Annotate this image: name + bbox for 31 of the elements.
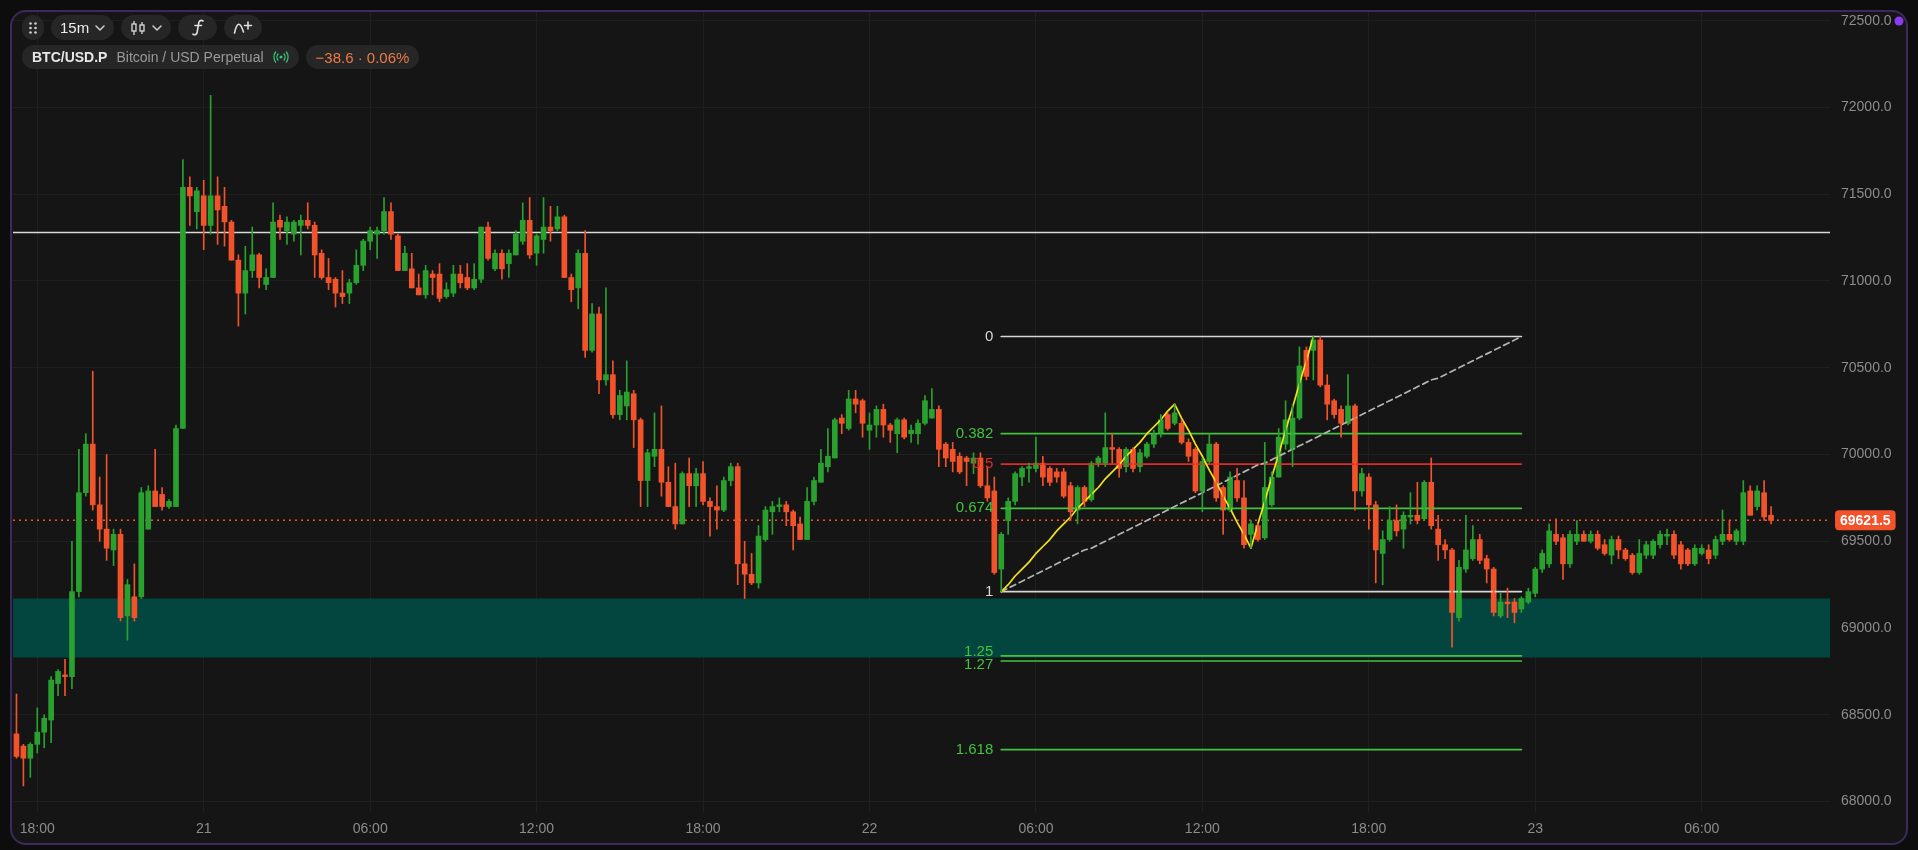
y-tick-label: 69000.0: [1841, 618, 1892, 635]
x-tick-label: 18:00: [685, 820, 721, 837]
x-tick-label: 06:00: [352, 820, 388, 837]
series-label: 1.618: [955, 739, 994, 757]
series-label: 0.382: [955, 423, 994, 441]
x-tick-label: 12:00: [519, 820, 555, 837]
series-label: 0: [984, 326, 994, 344]
annotation: −38.6 · 0.06%: [315, 48, 410, 66]
x-tick-label: 21: [195, 820, 212, 837]
y-tick-label: 72000.0: [1841, 98, 1892, 115]
y-tick-label: 68500.0: [1841, 705, 1892, 722]
x-tick-label: 06:00: [1018, 820, 1054, 837]
y-tick-label: 70000.0: [1841, 445, 1892, 462]
x-tick-label: 23: [1527, 820, 1544, 837]
x-tick-label: 18:00: [1351, 820, 1387, 837]
symbol-chip: BTC/USD.P Bitcoin / USD Perpetual: [22, 45, 299, 69]
annotation: 15m: [60, 19, 90, 36]
series-label: 1: [984, 581, 994, 599]
y-tick-label: 69500.0: [1841, 532, 1892, 549]
y-tick-label: 71000.0: [1841, 271, 1892, 288]
y-tick-label: 72500.0: [1841, 11, 1892, 28]
y-tick-label: 70500.0: [1841, 358, 1892, 375]
x-tick-label: 18:00: [19, 820, 55, 837]
interval-dropdown: 15m: [51, 15, 115, 40]
change-chip: −38.6 · 0.06%: [305, 45, 420, 69]
x-tick-label: 12:00: [1184, 820, 1221, 837]
x-tick-label: 22: [861, 820, 878, 837]
x-tick-label: 06:00: [1684, 820, 1720, 837]
ref-line-label: 69621.5: [1840, 512, 1891, 529]
y-tick-label: 71500.0: [1841, 185, 1892, 202]
y-tick-label: 68000.0: [1841, 792, 1892, 809]
